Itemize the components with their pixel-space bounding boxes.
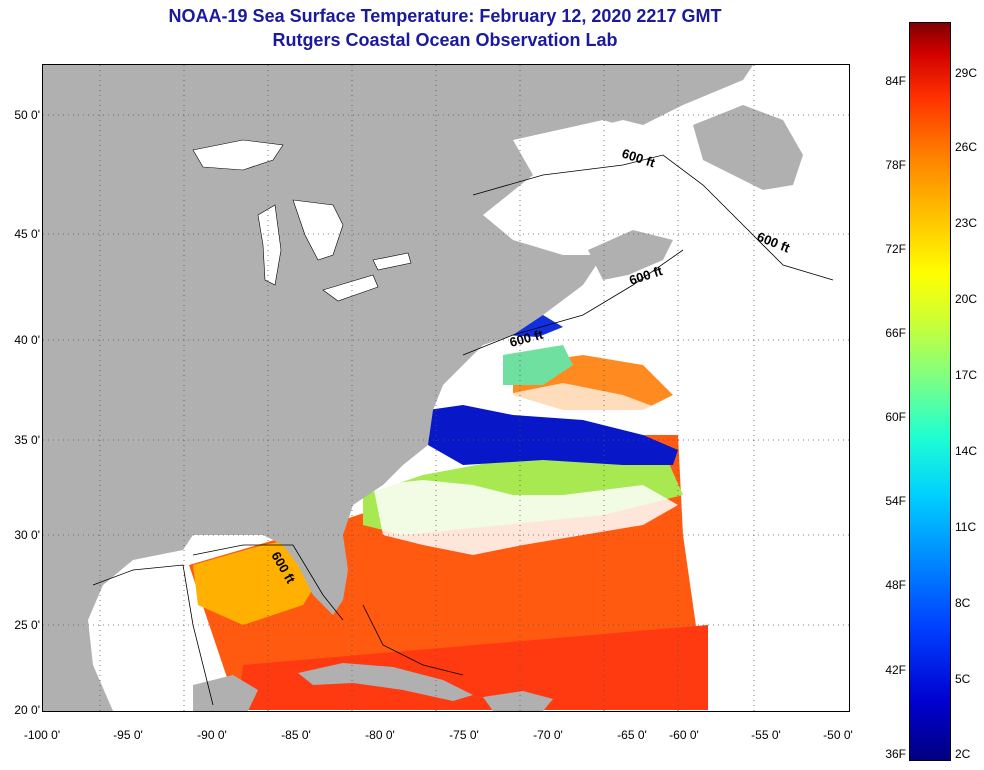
lon-label: -90 0': [197, 728, 227, 742]
lon-label: -55 0': [751, 728, 781, 742]
north-america-land: [43, 65, 753, 711]
lon-label: -50 0': [823, 728, 853, 742]
colorbar-c-label: 26C: [955, 140, 978, 154]
colorbar-c-label: 5C: [955, 672, 971, 686]
gulf-of-st-lawrence: [513, 120, 683, 215]
lon-label: -60 0': [669, 728, 699, 742]
cuba: [298, 663, 473, 701]
lat-label: 40 0': [14, 333, 40, 347]
colorbar-c-label: 14C: [955, 444, 978, 458]
newfoundland: [693, 105, 803, 190]
colorbar-f-label: 42F: [885, 663, 906, 677]
lat-label: 25 0': [14, 618, 40, 632]
colorbar-f-label: 66F: [885, 326, 906, 340]
map-title: NOAA-19 Sea Surface Temperature: Februar…: [168, 6, 722, 26]
cold-band: [428, 405, 678, 465]
colorbar-c-label: 2C: [955, 747, 971, 761]
sst-swath-south: [238, 625, 708, 710]
nova-scotia: [588, 230, 673, 280]
colorbar-f-label: 36F: [885, 747, 906, 761]
lon-label: -100 0': [23, 728, 61, 742]
sst-swath-green-north: [503, 345, 573, 385]
colorbar-f-label: 48F: [885, 578, 906, 592]
colorbar-c-label: 29C: [955, 66, 978, 80]
hispaniola: [483, 691, 553, 711]
lat-label: 45 0': [14, 227, 40, 241]
lon-label: -80 0': [365, 728, 395, 742]
lon-label: -70 0': [533, 728, 563, 742]
colorbar-c-label: 17C: [955, 368, 978, 382]
colorbar-c-label: 11C: [955, 520, 977, 534]
lat-label: 50 0': [14, 108, 40, 122]
colorbar-c-label: 23C: [955, 216, 978, 230]
lon-label: -65 0': [617, 728, 647, 742]
colorbar-c-label: 20C: [955, 292, 978, 306]
yucatan: [193, 675, 258, 711]
sst-map: 600 ft 600 ft 600 ft 600 ft 600 ft: [42, 64, 850, 712]
colorbar-f-label: 72F: [885, 242, 906, 256]
colorbar-f-label: 84F: [885, 74, 906, 88]
lon-label: -85 0': [281, 728, 311, 742]
cloud-area: [503, 383, 663, 415]
temperature-colorbar: [909, 22, 951, 761]
lat-label: 35 0': [14, 433, 40, 447]
colorbar-f-label: 60F: [885, 410, 906, 424]
isobath-contours: [92, 154, 834, 706]
great-lakes: [192, 139, 412, 302]
lat-label: 30 0': [14, 528, 40, 542]
isobath-label: 600 ft: [755, 229, 793, 256]
lon-label: -75 0': [449, 728, 479, 742]
map-subtitle: Rutgers Coastal Ocean Observation Lab: [272, 30, 618, 50]
lat-label: 20 0': [14, 703, 40, 717]
colorbar-c-label: 8C: [955, 596, 971, 610]
map-canvas: 600 ft 600 ft 600 ft 600 ft 600 ft: [43, 65, 849, 711]
cloud-area: [373, 480, 678, 555]
colorbar-f-label: 54F: [885, 494, 906, 508]
colorbar-f-label: 78F: [885, 158, 906, 172]
lon-label: -95 0': [113, 728, 143, 742]
